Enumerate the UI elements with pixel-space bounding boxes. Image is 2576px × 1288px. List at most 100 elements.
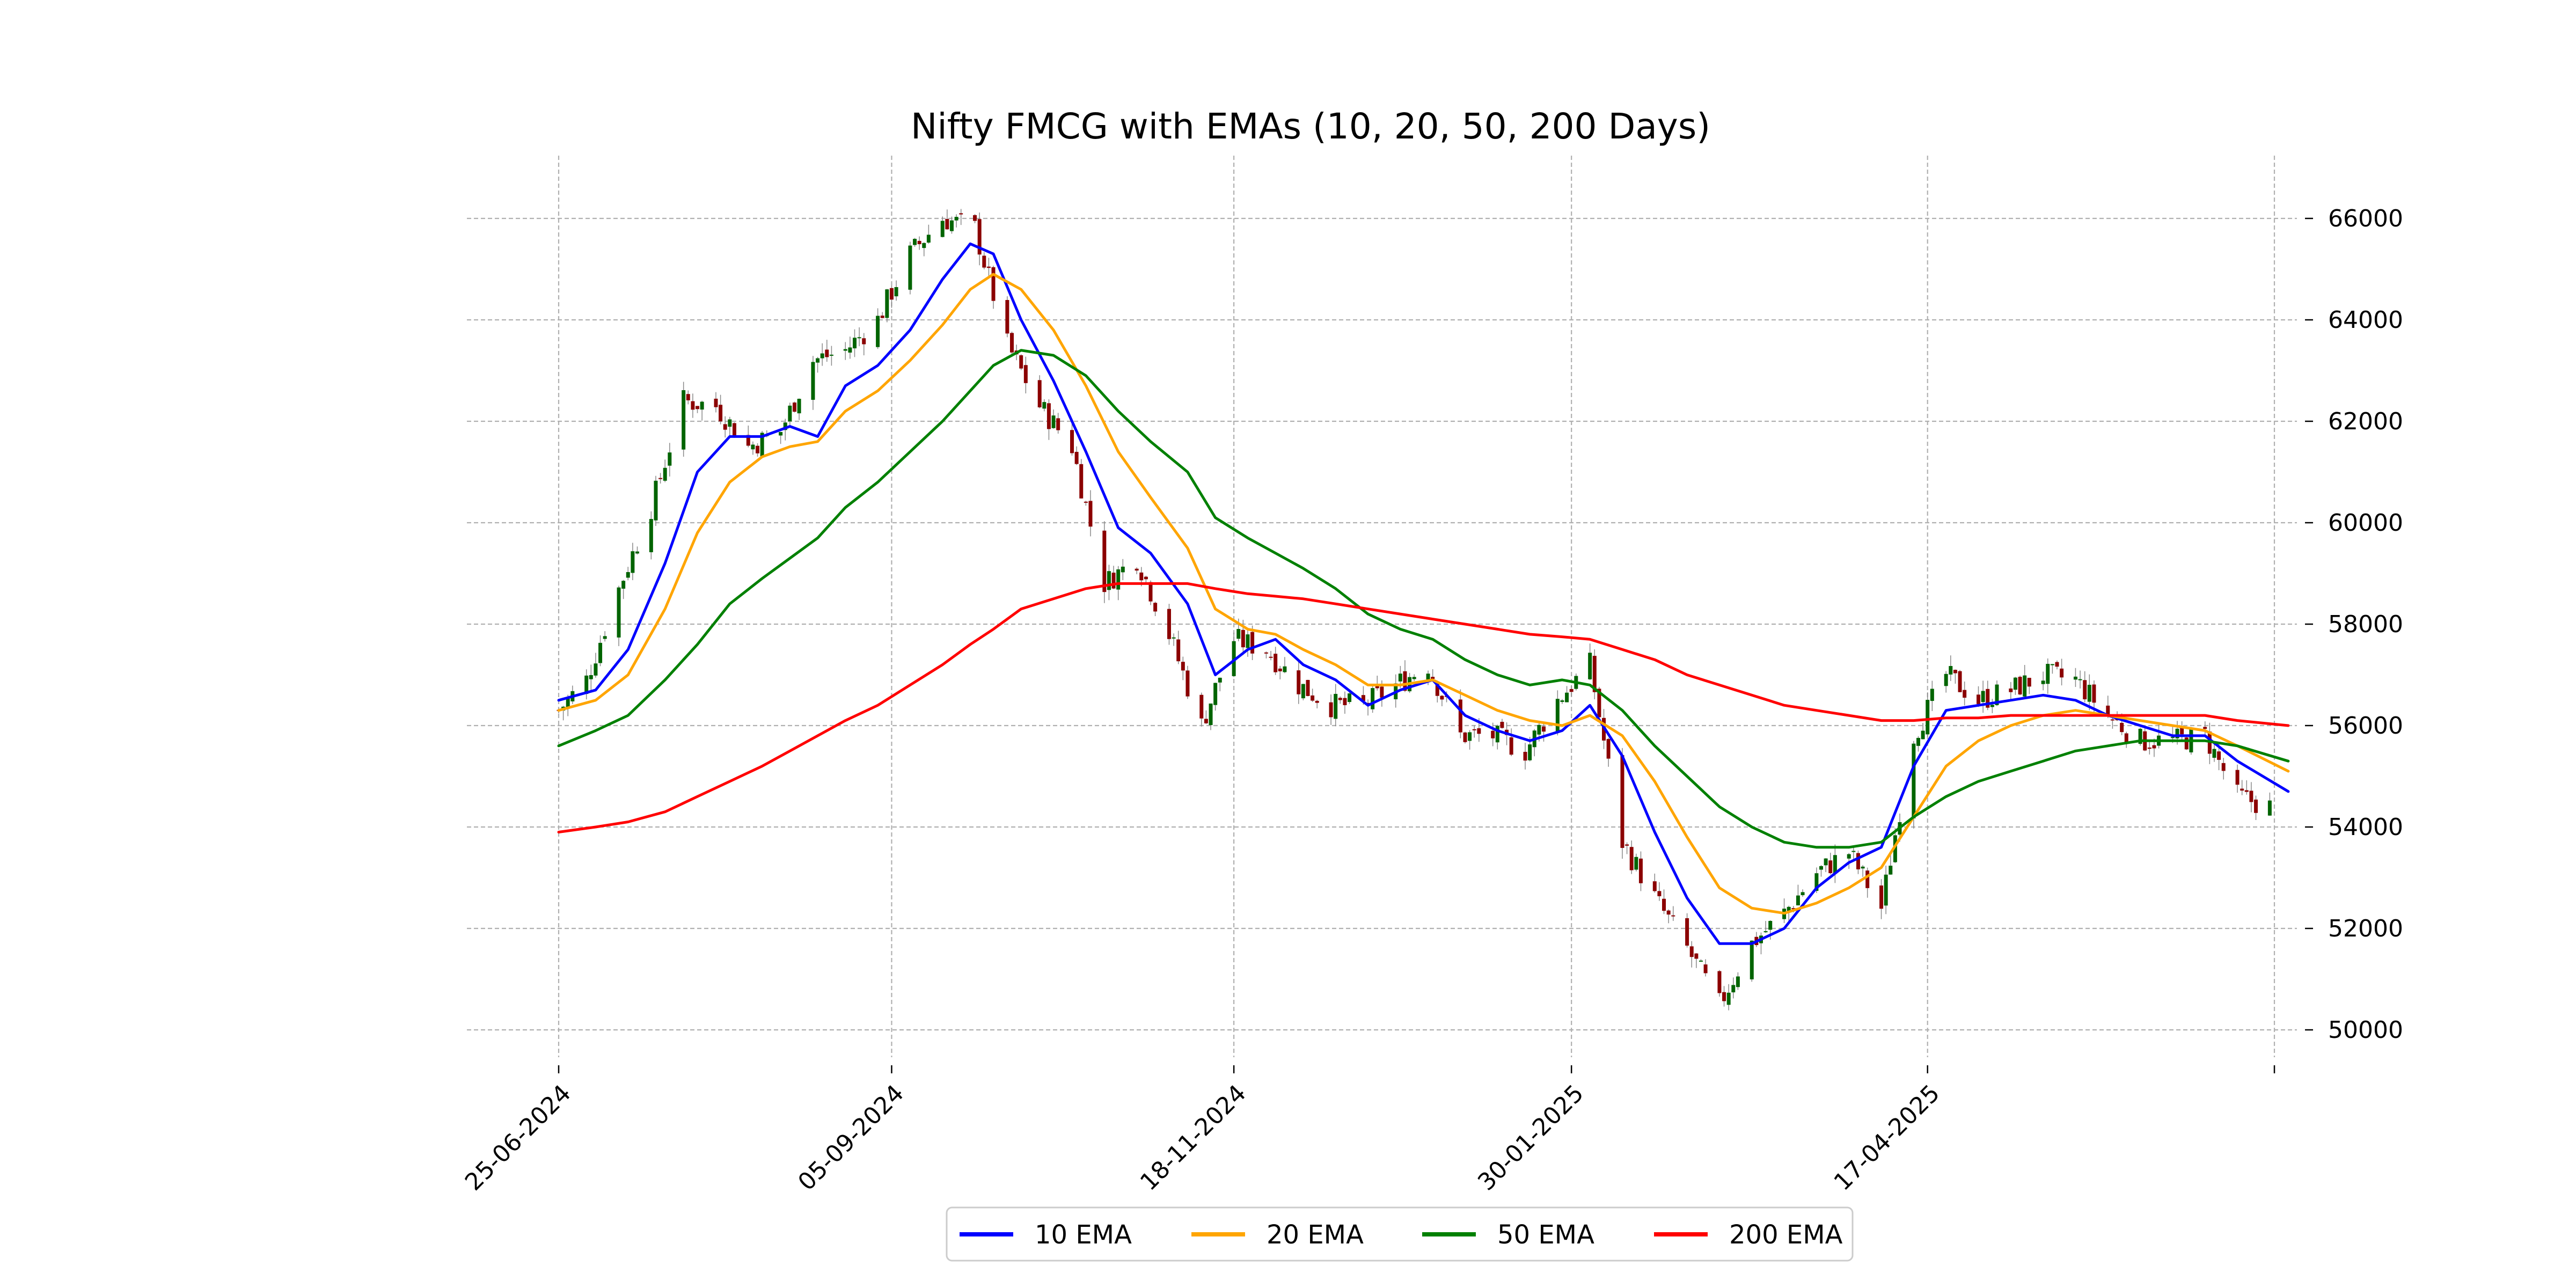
candle-body: [940, 221, 945, 237]
candle-body: [760, 433, 764, 457]
candle-body: [1731, 985, 1736, 993]
candle-body: [1009, 333, 1014, 353]
candle-body: [2221, 763, 2226, 771]
y-tick-label: 58000: [2328, 611, 2403, 638]
candle-body: [2267, 800, 2272, 816]
chart-title: Nifty FMCG with EMAs (10, 20, 50, 200 Da…: [911, 106, 1710, 147]
candle-body: [566, 698, 570, 708]
candle-body: [2013, 677, 2017, 690]
candle-body: [1625, 844, 1629, 846]
candle-body: [2254, 799, 2258, 813]
candle-body: [1537, 724, 1541, 735]
candle-body: [2203, 727, 2207, 729]
candle-body: [2046, 663, 2050, 684]
ema-lines: [557, 242, 2290, 945]
candle-body: [1209, 703, 1213, 726]
candle-body: [954, 217, 958, 221]
candle-body: [977, 219, 982, 255]
candle-body: [991, 267, 996, 301]
candle-body: [1172, 637, 1176, 639]
candle-body: [1884, 874, 1888, 906]
candle-body: [1750, 940, 1754, 979]
candle-body: [1348, 693, 1352, 702]
candle-body: [1588, 653, 1592, 679]
candle-body: [1963, 690, 1967, 698]
candle-body: [1722, 992, 1726, 1001]
candle-body: [986, 266, 991, 268]
candle-body: [1889, 866, 1893, 875]
candle-body: [1787, 906, 1791, 911]
candle-body: [1232, 641, 1236, 676]
candle-body: [1046, 403, 1051, 429]
candle-body: [649, 519, 653, 552]
candle-body: [1458, 699, 1462, 733]
candle-body: [949, 220, 954, 231]
candle-body: [1986, 689, 1990, 708]
candle-body: [732, 423, 736, 438]
candle-body: [1528, 744, 1532, 760]
y-tick-label: 62000: [2328, 408, 2403, 435]
candle-body: [1634, 857, 1638, 870]
candle-body: [2217, 751, 2221, 760]
candle-body: [1269, 656, 1273, 658]
candle-body: [2009, 688, 2013, 692]
candle-body: [691, 401, 695, 410]
candle-body: [1167, 609, 1171, 639]
candle-body: [825, 349, 829, 357]
candle-body: [2184, 737, 2189, 750]
candle-body: [1241, 630, 1245, 648]
candle-body: [1019, 355, 1023, 369]
candle-body: [1736, 976, 1740, 987]
candle-body: [598, 642, 603, 663]
series-line-200-ema: [557, 582, 2290, 833]
candle-body: [820, 353, 824, 358]
candle-body: [1311, 695, 1315, 701]
candle-body: [1801, 892, 1805, 895]
candle-body: [2050, 664, 2054, 665]
candle-body: [1652, 881, 1657, 891]
candle-body: [862, 338, 866, 345]
candle-body: [1491, 730, 1495, 738]
candle-body: [1726, 992, 1731, 1005]
candle-body: [1699, 960, 1703, 962]
candle-body: [746, 435, 750, 446]
candle-body: [889, 288, 894, 300]
legend-label-20-ema: 20 EMA: [1267, 1220, 1364, 1250]
candle-body: [1666, 910, 1671, 915]
candle-body: [1865, 870, 1870, 888]
candle-body: [700, 401, 704, 410]
candle-body: [1144, 576, 1148, 580]
candle-body: [2027, 678, 2031, 687]
candle-body: [1426, 674, 1430, 680]
legend-box: [946, 1206, 1854, 1262]
candle-body: [1949, 666, 1953, 675]
candle-body: [1204, 719, 1208, 723]
candle-body: [589, 675, 593, 679]
candle-body: [816, 358, 820, 363]
candle-body: [1398, 674, 1402, 682]
candle-body: [1176, 639, 1181, 662]
candle-body: [1509, 737, 1513, 755]
candle-body: [1412, 677, 1416, 679]
candle-body: [1930, 689, 1934, 701]
candle-body: [1056, 418, 1060, 430]
series-line-50-ema: [557, 349, 2290, 849]
y-tick-label: 66000: [2328, 205, 2403, 232]
candle-body: [783, 422, 787, 430]
candle-body: [1116, 569, 1121, 590]
candle-body: [1343, 698, 1347, 705]
y-axis-ticks: 50000 52000 54000 56000 58000 60000 62000 64000…: [2305, 205, 2403, 1044]
candle-body: [880, 316, 884, 318]
candle-body: [1694, 953, 1699, 959]
candle-body: [2120, 722, 2124, 733]
candle-body: [2060, 668, 2064, 678]
candle-body: [1037, 380, 1042, 408]
candle-body: [1495, 726, 1499, 743]
y-tick-label: 50000: [2328, 1016, 2403, 1044]
candle-body: [1689, 946, 1694, 957]
candle-body: [797, 399, 801, 414]
candle-body: [1597, 689, 1601, 718]
candle-body: [2240, 788, 2244, 791]
candle-body: [2092, 684, 2096, 703]
